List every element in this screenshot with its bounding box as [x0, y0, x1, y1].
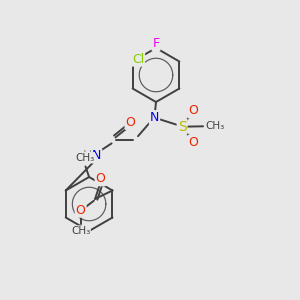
Text: CH₃: CH₃ [71, 226, 90, 236]
Text: O: O [189, 104, 198, 118]
Text: N: N [150, 111, 159, 124]
Text: O: O [126, 116, 135, 129]
Text: H: H [82, 149, 92, 162]
Text: Cl: Cl [132, 52, 144, 66]
Text: CH₃: CH₃ [75, 153, 94, 163]
Text: F: F [152, 37, 160, 50]
Text: N: N [92, 149, 101, 163]
Text: S: S [178, 120, 187, 134]
Text: O: O [76, 204, 85, 217]
Text: O: O [95, 172, 105, 185]
Text: O: O [189, 136, 198, 149]
Text: CH₃: CH₃ [205, 121, 224, 131]
